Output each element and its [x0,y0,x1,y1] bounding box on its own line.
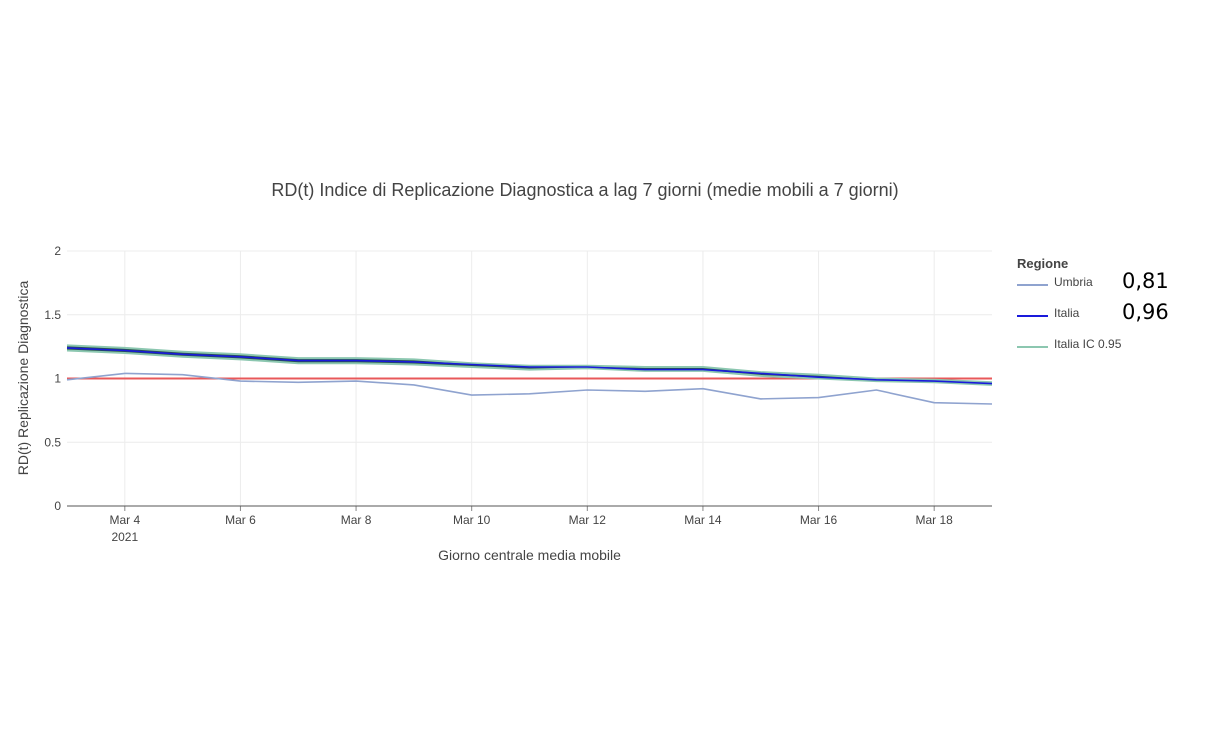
y-axis-title: RD(t) Replicazione Diagnostica [15,280,31,476]
legend-value-umbria: 0,81 [1122,269,1169,293]
x-tick-label: Mar 8 [341,513,372,527]
legend-item-umbria[interactable]: Umbria 0,81 [1017,269,1217,306]
legend-item-italia[interactable]: Italia 0,96 [1017,300,1217,337]
legend-label-italia: Italia [1054,306,1080,320]
x-tick-label: Mar 10 [453,513,491,527]
x-tick-label: Mar 18 [916,513,954,527]
legend-swatch-umbria [1017,284,1048,286]
x-axis-title: Giorno centrale media mobile [438,547,621,563]
legend-title: Regione [1017,256,1069,271]
legend: Regione Umbria 0,81 Italia 0,96 Italia I… [1017,256,1217,368]
y-tick-label: 1.5 [44,308,61,322]
series-line-italia-ic-upper [66,344,993,384]
x-tick-label: Mar 4 [109,513,140,527]
y-tick-label: 0 [54,499,61,513]
legend-label-italia-ic: Italia IC 0.95 [1054,337,1122,351]
legend-item-italia-ic[interactable]: Italia IC 0.95 [1017,337,1217,368]
legend-label-umbria: Umbria [1054,275,1093,289]
x-tick-label: Mar 6 [225,513,256,527]
x-tick-label: Mar 14 [684,513,722,527]
y-tick-label: 1 [54,372,61,386]
x-tick-label: Mar 16 [800,513,838,527]
x-tick-label: Mar 12 [569,513,607,527]
series-line-italia [66,347,993,385]
x-tick-sublabel: 2021 [111,530,138,544]
series-line-italia-ic-lower [66,349,993,386]
chart-title: RD(t) Indice di Replicazione Diagnostica… [271,180,899,200]
y-tick-label: 2 [54,244,61,258]
legend-swatch-italia [1017,315,1048,317]
series-line-umbria [66,372,993,405]
legend-swatch-italia-ic [1017,346,1048,348]
y-tick-label: 0.5 [44,435,61,449]
legend-value-italia: 0,96 [1122,300,1169,324]
